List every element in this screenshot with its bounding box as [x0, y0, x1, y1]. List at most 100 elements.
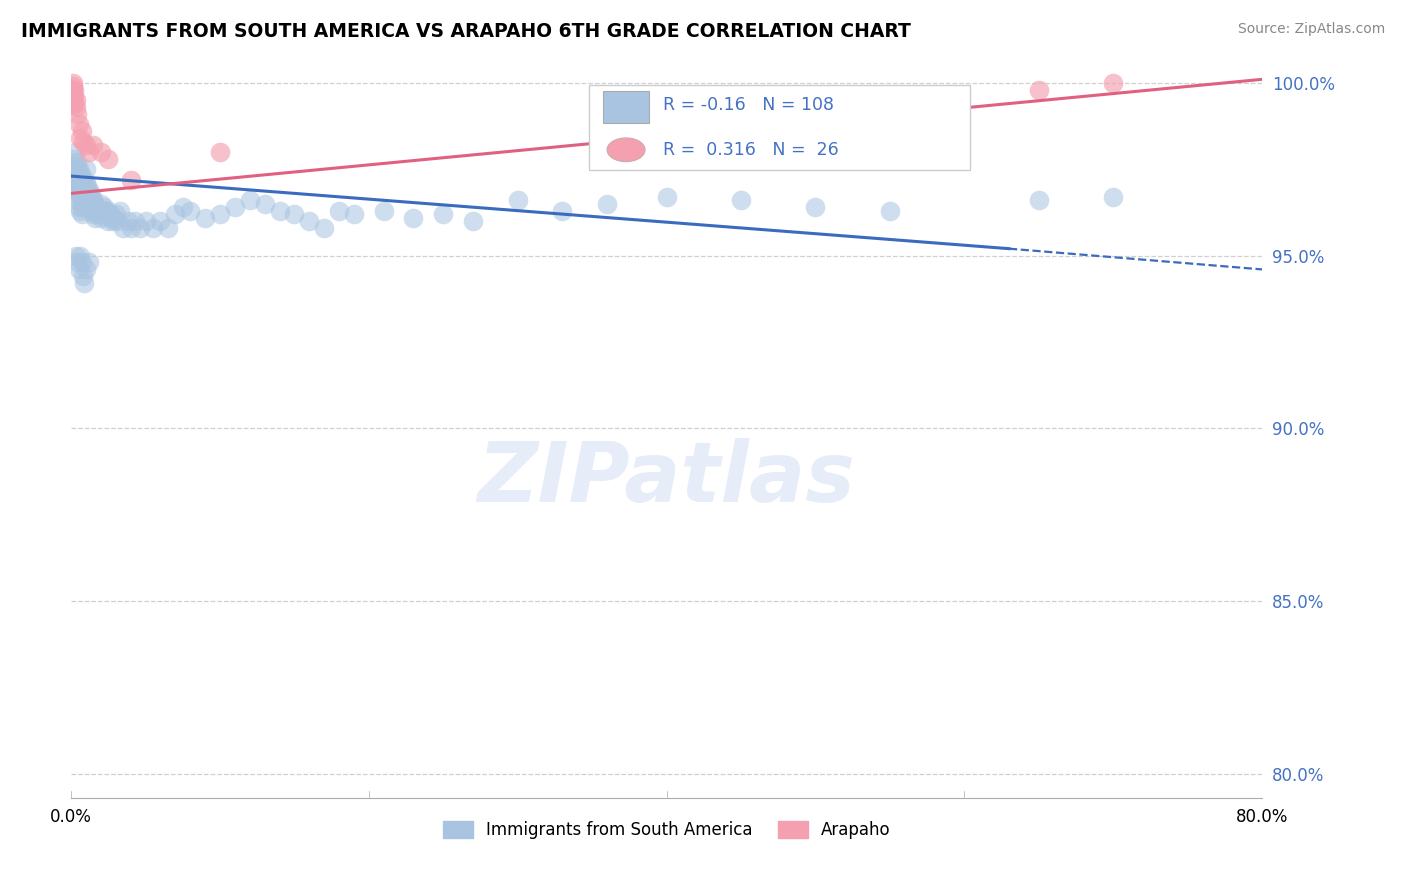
Point: [69, 190, 91, 204]
Point: [93, 200, 115, 214]
Point: [65, 145, 87, 159]
Point: [104, 207, 127, 221]
Point: [66, 194, 89, 208]
Point: [63, 179, 86, 194]
Point: [1028, 83, 1050, 97]
Point: [105, 214, 128, 228]
Point: [298, 214, 321, 228]
Point: [70, 169, 93, 183]
Point: [66, 255, 89, 269]
Point: [1028, 194, 1050, 208]
Point: [63, 83, 86, 97]
Point: [655, 190, 678, 204]
Point: [142, 221, 165, 235]
Point: [72, 200, 94, 214]
Point: [269, 203, 291, 218]
Point: [1102, 190, 1125, 204]
Point: [63, 89, 86, 103]
Point: [69, 203, 91, 218]
Point: [730, 194, 752, 208]
Point: [879, 203, 901, 218]
Point: [253, 196, 276, 211]
Point: [70, 194, 93, 208]
Point: [76, 179, 98, 194]
Point: [596, 196, 619, 211]
Point: [94, 203, 117, 218]
Point: [69, 131, 91, 145]
Point: [72, 269, 94, 284]
Point: [314, 221, 336, 235]
Point: [373, 203, 395, 218]
Point: [1102, 76, 1125, 90]
Point: [82, 194, 104, 208]
Point: [62, 162, 84, 177]
Point: [112, 221, 135, 235]
Circle shape: [607, 138, 645, 161]
Text: R = -0.16   N = 108: R = -0.16 N = 108: [664, 96, 834, 114]
Point: [89, 207, 111, 221]
Point: [62, 79, 84, 94]
Point: [66, 155, 89, 169]
Point: [208, 145, 231, 159]
Point: [100, 211, 122, 225]
Point: [76, 194, 98, 208]
Point: [69, 249, 91, 263]
Point: [69, 166, 91, 180]
Bar: [603, 91, 648, 123]
Point: [65, 183, 87, 197]
Point: [69, 176, 91, 190]
Point: [120, 172, 142, 186]
Point: [96, 207, 118, 221]
Point: [75, 162, 97, 177]
Point: [67, 262, 90, 277]
Point: [156, 221, 179, 235]
Point: [91, 203, 114, 218]
Point: [62, 172, 84, 186]
Point: [62, 96, 84, 111]
Point: [90, 211, 112, 225]
Point: [124, 214, 146, 228]
Point: [97, 214, 120, 228]
Point: [79, 200, 101, 214]
Point: [84, 211, 107, 225]
Point: [149, 214, 172, 228]
Point: [172, 200, 194, 214]
Text: Source: ZipAtlas.com: Source: ZipAtlas.com: [1237, 22, 1385, 37]
Point: [343, 207, 366, 221]
Point: [506, 194, 529, 208]
Point: [77, 255, 100, 269]
Point: [63, 162, 86, 177]
Point: [65, 100, 87, 114]
Point: [224, 200, 246, 214]
Point: [72, 135, 94, 149]
Point: [66, 107, 89, 121]
Point: [84, 196, 107, 211]
Point: [62, 76, 84, 90]
Point: [62, 93, 84, 107]
Point: [194, 211, 217, 225]
Point: [239, 194, 262, 208]
Point: [70, 207, 93, 221]
Point: [82, 207, 104, 221]
Point: [432, 207, 454, 221]
Point: [135, 214, 157, 228]
Point: [67, 172, 90, 186]
Point: [75, 190, 97, 204]
Point: [80, 190, 103, 204]
Point: [120, 221, 142, 235]
Point: [551, 203, 574, 218]
Point: [63, 152, 86, 166]
Text: ZIPatlas: ZIPatlas: [478, 438, 855, 519]
Point: [97, 203, 120, 218]
Point: [461, 214, 484, 228]
Point: [75, 262, 97, 277]
Point: [87, 203, 110, 218]
Point: [70, 179, 93, 194]
Point: [75, 176, 97, 190]
Text: IMMIGRANTS FROM SOUTH AMERICA VS ARAPAHO 6TH GRADE CORRELATION CHART: IMMIGRANTS FROM SOUTH AMERICA VS ARAPAHO…: [21, 22, 911, 41]
Point: [65, 249, 87, 263]
Point: [328, 203, 350, 218]
Point: [73, 190, 96, 204]
Point: [402, 211, 425, 225]
Point: [77, 145, 100, 159]
